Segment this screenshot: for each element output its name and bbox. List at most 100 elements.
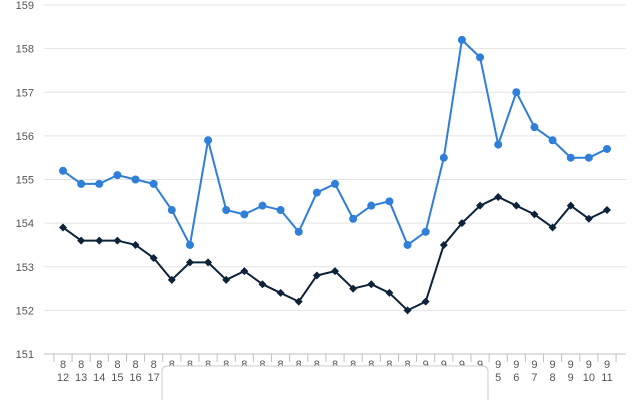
- data-point[interactable]: [512, 88, 521, 97]
- y-tick-label: 157: [16, 87, 34, 99]
- x-tick-label-day: 10: [583, 372, 595, 384]
- x-tick-label-day: 12: [57, 372, 69, 384]
- x-tick-label-month: 8: [132, 359, 138, 371]
- data-point[interactable]: [95, 236, 104, 245]
- data-point[interactable]: [457, 219, 466, 228]
- y-tick-label: 158: [16, 44, 34, 56]
- x-tick-label-month: 8: [241, 359, 247, 371]
- x-tick-label-day: 7: [531, 372, 537, 384]
- series-line: [62, 38, 608, 246]
- data-point[interactable]: [403, 306, 412, 315]
- data-point[interactable]: [59, 223, 67, 232]
- data-point[interactable]: [548, 223, 557, 232]
- data-point[interactable]: [240, 210, 249, 219]
- x-tick-label-day: 9: [568, 372, 574, 384]
- data-point[interactable]: [77, 236, 86, 245]
- data-point[interactable]: [385, 197, 394, 206]
- data-point[interactable]: [77, 179, 86, 188]
- data-point[interactable]: [494, 140, 503, 149]
- x-tick-label-month: 8: [386, 359, 392, 371]
- x-tick-label-month: 9: [586, 359, 592, 371]
- x-tick-label-month: 9: [441, 359, 447, 371]
- data-point[interactable]: [258, 280, 267, 289]
- data-point[interactable]: [494, 192, 503, 201]
- data-point[interactable]: [403, 240, 412, 249]
- x-tick-label-month: 8: [223, 359, 229, 371]
- data-point[interactable]: [566, 201, 575, 210]
- data-point[interactable]: [566, 153, 575, 162]
- x-tick-label-day: 5: [495, 372, 501, 384]
- data-point[interactable]: [367, 280, 376, 289]
- data-point[interactable]: [294, 227, 303, 236]
- data-point[interactable]: [584, 214, 593, 223]
- data-point[interactable]: [548, 136, 557, 145]
- data-point[interactable]: [385, 288, 394, 297]
- data-point[interactable]: [331, 267, 339, 276]
- y-tick-label: 153: [16, 262, 34, 274]
- x-tick-label-month: 9: [459, 359, 465, 371]
- y-tick-label: 151: [16, 349, 34, 361]
- data-point[interactable]: [258, 201, 267, 210]
- data-point[interactable]: [312, 271, 321, 280]
- data-point[interactable]: [421, 227, 430, 236]
- data-point[interactable]: [312, 188, 321, 197]
- data-point[interactable]: [222, 275, 231, 284]
- data-point[interactable]: [476, 53, 485, 62]
- data-point[interactable]: [294, 297, 303, 306]
- x-tick-label-day: 11: [601, 372, 612, 384]
- data-point[interactable]: [349, 284, 358, 293]
- data-point[interactable]: [131, 240, 140, 249]
- x-tick-label-day: 6: [513, 372, 519, 384]
- data-point[interactable]: [367, 201, 376, 210]
- x-tick-label-month: 8: [332, 359, 338, 371]
- legend-box: [161, 365, 489, 400]
- x-tick-label-day: 13: [75, 372, 87, 384]
- x-tick-label-month: 9: [531, 359, 537, 371]
- data-point[interactable]: [530, 210, 539, 219]
- grid: [44, 4, 626, 355]
- data-point[interactable]: [204, 258, 213, 267]
- x-tick-label-day: 15: [111, 372, 123, 384]
- x-tick-label-month: 8: [96, 359, 102, 371]
- x-tick-label-day: 8: [550, 372, 556, 384]
- x-tick-label-month: 8: [350, 359, 356, 371]
- data-point[interactable]: [349, 214, 358, 223]
- data-point[interactable]: [240, 267, 249, 276]
- data-point[interactable]: [185, 258, 194, 267]
- data-point[interactable]: [113, 236, 122, 245]
- x-tick-label-month: 8: [60, 359, 66, 371]
- data-point[interactable]: [421, 297, 430, 306]
- data-point[interactable]: [167, 206, 176, 215]
- data-point[interactable]: [185, 240, 194, 249]
- data-point[interactable]: [331, 179, 339, 188]
- data-point[interactable]: [113, 171, 122, 180]
- data-point[interactable]: [149, 179, 158, 188]
- y-tick-label: 154: [16, 218, 34, 230]
- data-point[interactable]: [131, 175, 140, 184]
- data-point[interactable]: [439, 153, 448, 162]
- data-point[interactable]: [530, 123, 539, 132]
- data-point[interactable]: [276, 288, 285, 297]
- data-point[interactable]: [167, 275, 176, 284]
- data-point[interactable]: [276, 206, 285, 215]
- data-point[interactable]: [512, 201, 521, 210]
- data-point[interactable]: [584, 153, 593, 162]
- data-point[interactable]: [457, 35, 466, 44]
- data-point[interactable]: [204, 136, 213, 145]
- x-tick-label-month: 8: [259, 359, 265, 371]
- x-tick-label-month: 8: [404, 359, 410, 371]
- data-point[interactable]: [603, 206, 611, 215]
- data-point[interactable]: [59, 166, 67, 175]
- x-tick-label-day: 17: [148, 372, 160, 384]
- data-point[interactable]: [439, 240, 448, 249]
- data-point[interactable]: [222, 206, 231, 215]
- x-tick-label-month: 9: [423, 359, 429, 371]
- data-point[interactable]: [149, 254, 158, 263]
- data-point[interactable]: [476, 201, 485, 210]
- x-tick-label-month: 8: [368, 359, 374, 371]
- x-tick-label-month: 8: [114, 359, 120, 371]
- data-point[interactable]: [603, 144, 611, 153]
- x-tick-label-month: 9: [550, 359, 556, 371]
- data-point[interactable]: [95, 179, 104, 188]
